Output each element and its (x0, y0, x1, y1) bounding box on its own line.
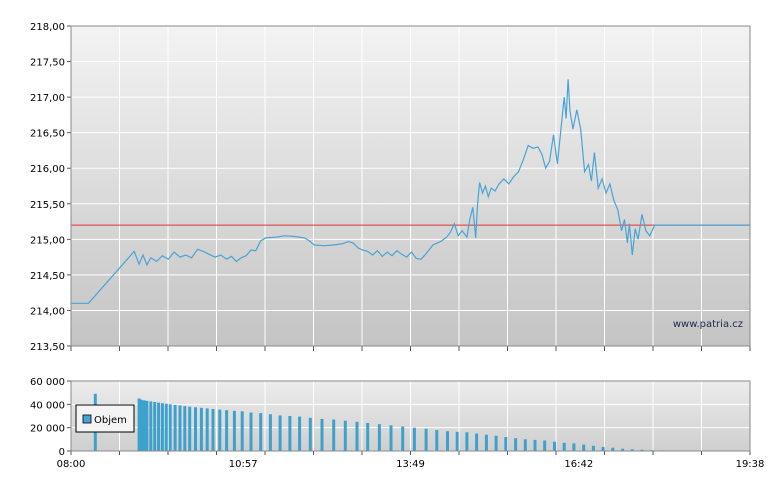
volume-bar (137, 398, 141, 451)
volume-bar (232, 410, 236, 452)
volume-bar (601, 446, 605, 451)
volume-bar (377, 424, 381, 451)
main-y-tick-label: 216,50 (30, 129, 65, 140)
volume-y-axis: 0 20 000 40 000 60 000 (30, 377, 71, 458)
main-y-tick-label: 217,50 (30, 58, 65, 69)
main-panel-border (70, 25, 751, 347)
main-y-tick-label: 214,00 (30, 306, 65, 317)
volume-bar (240, 411, 244, 451)
volume-bar (446, 431, 449, 451)
volume-bar (205, 408, 209, 451)
volume-bar (611, 447, 615, 451)
main-y-tick-label: 216,00 (30, 164, 65, 175)
volume-bar (225, 410, 229, 451)
volume-bar (259, 413, 263, 451)
volume-bar (475, 433, 479, 451)
volume-bar (178, 405, 182, 451)
volume-bar (298, 416, 302, 451)
volume-x-tick-label: 16:42 (564, 459, 593, 470)
volume-bar (164, 403, 168, 452)
main-y-tick-label: 218,00 (30, 22, 65, 33)
main-y-tick-label: 213,50 (30, 342, 65, 353)
volume-bar (320, 418, 324, 451)
volume-bar (157, 402, 161, 451)
volume-y-tick-label: 60 000 (30, 377, 65, 388)
volume-bar (145, 400, 149, 451)
main-y-tick-label: 214,50 (30, 271, 65, 282)
volume-bar (543, 440, 547, 451)
volume-bar (533, 439, 537, 451)
volume-bar (149, 401, 153, 451)
volume-x-tick-label: 08:00 (57, 459, 86, 470)
volume-bar (435, 430, 439, 451)
volume-bar (139, 399, 143, 451)
volume-bar (640, 449, 644, 451)
volume-bar (168, 404, 172, 451)
volume-legend: Objem (75, 404, 135, 433)
volume-bar (621, 448, 625, 451)
volume-y-tick-label: 40 000 (30, 400, 65, 411)
volume-y-tick-label: 20 000 (30, 424, 65, 435)
volume-bar (572, 443, 576, 451)
volume-bar (366, 423, 370, 451)
main-grid (71, 26, 750, 346)
volume-bar (343, 420, 347, 451)
volume-bar (249, 412, 253, 451)
price-series-line (71, 79, 750, 304)
volume-bar (562, 442, 566, 451)
volume-bar (514, 438, 518, 451)
volume-bar (465, 432, 469, 451)
volume-bar (591, 445, 595, 452)
volume-bar (332, 419, 336, 451)
volume-x-tick-label: 13:49 (396, 459, 425, 470)
volume-x-axis: 08:00 10:57 13:49 16:42 19:38 (57, 451, 765, 470)
legend-swatch (82, 414, 92, 424)
volume-y-tick-label: 0 (59, 447, 65, 458)
volume-bar (288, 416, 292, 451)
main-y-tick-label: 217,00 (30, 93, 65, 104)
volume-bar (142, 400, 146, 452)
volume-bar (582, 444, 586, 451)
volume-bar (183, 406, 187, 451)
volume-bar (308, 417, 312, 452)
legend-label: Objem (94, 415, 127, 426)
volume-bar (355, 421, 359, 451)
volume-bar (455, 431, 459, 452)
main-x-axis-ticks (70, 346, 751, 351)
volume-bar (194, 407, 197, 452)
watermark-text: www.patria.cz (673, 319, 743, 330)
main-y-tick-label: 215,00 (30, 235, 65, 246)
volume-bar (401, 426, 405, 451)
volume-bar (268, 414, 272, 452)
volume-bar (211, 409, 215, 451)
volume-bar (630, 449, 634, 452)
volume-bar (173, 404, 177, 451)
volume-bar (218, 409, 222, 451)
volume-bar (504, 437, 508, 451)
volume-bar (494, 435, 498, 451)
volume-bar (153, 402, 157, 451)
volume-x-tick-label: 10:57 (229, 459, 258, 470)
volume-bar (278, 415, 282, 451)
volume-bar (412, 427, 416, 451)
volume-bar (553, 441, 556, 451)
volume-bar (188, 406, 192, 451)
volume-bar (199, 407, 203, 451)
volume-panel-border (70, 380, 751, 452)
volume-x-tick-label: 19:38 (736, 459, 765, 470)
main-y-axis: 213,50 214,00 214,50 215,00 215,50 216,00 216,… (30, 22, 71, 353)
volume-bar (484, 434, 488, 451)
volume-bar (389, 425, 393, 451)
volume-bar (424, 428, 428, 451)
volume-bar (160, 403, 164, 451)
volume-bar (523, 439, 527, 451)
main-y-tick-label: 215,50 (30, 200, 65, 211)
